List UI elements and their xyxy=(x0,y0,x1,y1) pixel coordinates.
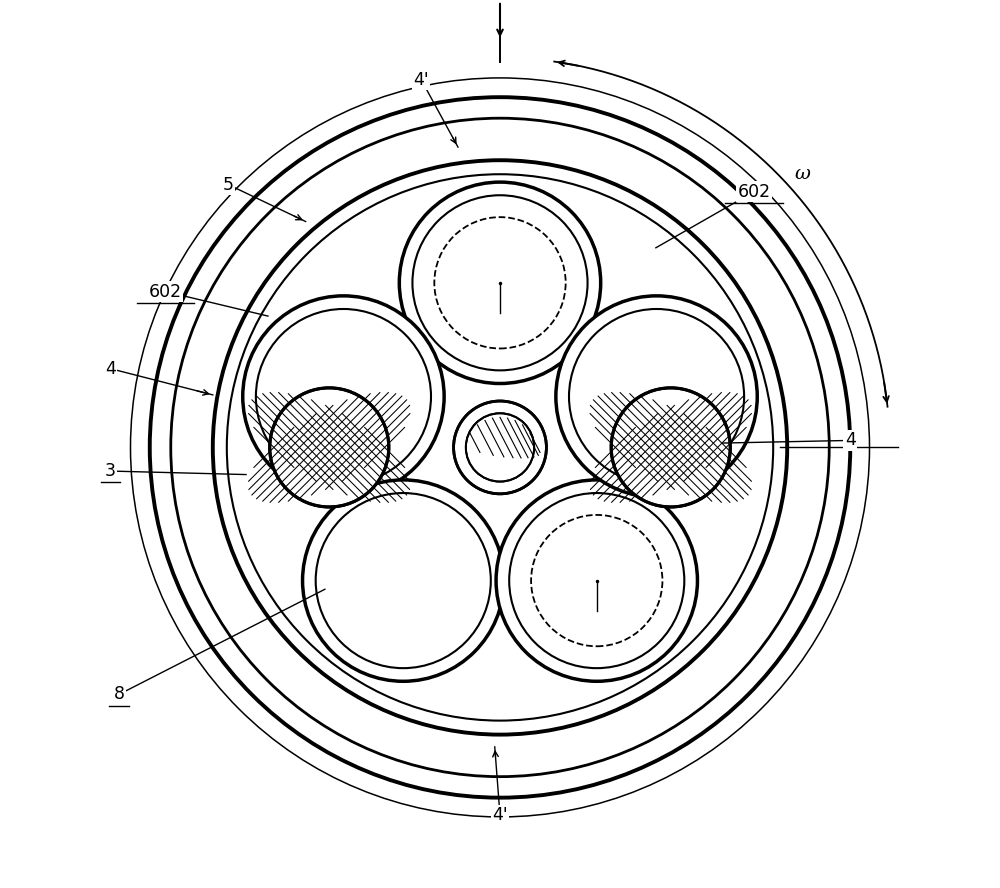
Text: ω: ω xyxy=(794,165,810,183)
Text: 4: 4 xyxy=(105,360,116,377)
Text: 4': 4' xyxy=(492,806,508,824)
Circle shape xyxy=(399,182,601,384)
Text: 4': 4' xyxy=(413,71,429,89)
Circle shape xyxy=(454,401,546,494)
Circle shape xyxy=(243,296,444,497)
Text: 3: 3 xyxy=(105,462,116,480)
Text: 4: 4 xyxy=(845,432,856,449)
Text: 8: 8 xyxy=(114,686,125,703)
Circle shape xyxy=(496,480,697,681)
Text: 602: 602 xyxy=(149,282,182,300)
Text: 602: 602 xyxy=(737,183,770,201)
Circle shape xyxy=(150,97,850,797)
Circle shape xyxy=(556,296,757,497)
Circle shape xyxy=(303,480,504,681)
Circle shape xyxy=(270,388,389,507)
Text: 5: 5 xyxy=(223,176,234,194)
Circle shape xyxy=(213,160,787,734)
Circle shape xyxy=(611,388,730,507)
